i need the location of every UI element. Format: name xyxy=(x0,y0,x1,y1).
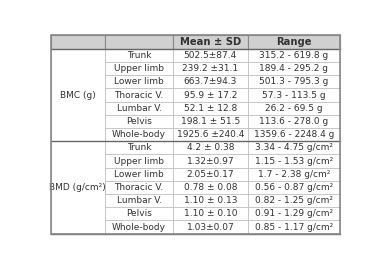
Text: Trunk: Trunk xyxy=(127,143,151,152)
Text: 52.1 ± 12.8: 52.1 ± 12.8 xyxy=(184,104,237,113)
Bar xyxy=(173,141,248,155)
Text: 1.10 ± 0.10: 1.10 ± 0.10 xyxy=(184,209,237,218)
Text: Pelvis: Pelvis xyxy=(126,209,152,218)
Bar xyxy=(173,155,248,168)
Bar xyxy=(105,102,173,115)
Bar xyxy=(173,62,248,75)
Bar xyxy=(248,115,340,128)
Text: Lumbar V.: Lumbar V. xyxy=(117,196,162,205)
Text: 0.78 ± 0.08: 0.78 ± 0.08 xyxy=(184,183,237,192)
Bar xyxy=(173,89,248,102)
Bar xyxy=(105,181,173,194)
Text: BMD (g/cm²): BMD (g/cm²) xyxy=(50,183,106,192)
Text: 502.5±87.4: 502.5±87.4 xyxy=(184,51,237,60)
Text: Thoracic V.: Thoracic V. xyxy=(114,183,164,192)
Text: 1.10 ± 0.13: 1.10 ± 0.13 xyxy=(184,196,237,205)
Bar xyxy=(173,102,248,115)
Bar xyxy=(248,35,340,49)
Bar xyxy=(173,221,248,234)
Text: 0.91 - 1.29 g/cm²: 0.91 - 1.29 g/cm² xyxy=(255,209,333,218)
Text: Pelvis: Pelvis xyxy=(126,117,152,126)
Text: 0.56 - 0.87 g/cm²: 0.56 - 0.87 g/cm² xyxy=(255,183,333,192)
Bar xyxy=(105,35,173,49)
Bar xyxy=(105,168,173,181)
Bar xyxy=(51,141,105,234)
Text: 3.34 - 4.75 g/cm²: 3.34 - 4.75 g/cm² xyxy=(255,143,333,152)
Text: Upper limb: Upper limb xyxy=(114,157,164,165)
Bar xyxy=(248,62,340,75)
Text: Lumbar V.: Lumbar V. xyxy=(117,104,162,113)
Bar xyxy=(248,102,340,115)
Bar xyxy=(248,181,340,194)
Text: 1.32±0.97: 1.32±0.97 xyxy=(187,157,234,165)
Text: 2.05±0.17: 2.05±0.17 xyxy=(187,170,234,179)
Bar xyxy=(105,75,173,89)
Bar xyxy=(51,35,105,49)
Text: 4.2 ± 0.38: 4.2 ± 0.38 xyxy=(187,143,234,152)
Bar xyxy=(105,194,173,207)
Bar xyxy=(105,62,173,75)
Bar xyxy=(248,221,340,234)
Text: 315.2 - 619.8 g: 315.2 - 619.8 g xyxy=(259,51,328,60)
Text: Upper limb: Upper limb xyxy=(114,64,164,73)
Bar xyxy=(173,168,248,181)
Text: Whole-body: Whole-body xyxy=(112,223,166,232)
Bar xyxy=(248,207,340,221)
Bar xyxy=(105,115,173,128)
Bar xyxy=(105,89,173,102)
Bar xyxy=(105,141,173,155)
Text: 113.6 - 278.0 g: 113.6 - 278.0 g xyxy=(259,117,328,126)
Bar xyxy=(173,35,248,49)
Bar xyxy=(248,49,340,62)
Bar xyxy=(105,155,173,168)
Bar xyxy=(248,194,340,207)
Bar xyxy=(105,49,173,62)
Bar xyxy=(173,128,248,141)
Text: Range: Range xyxy=(276,37,311,47)
Text: 501.3 - 795.3 g: 501.3 - 795.3 g xyxy=(259,77,328,86)
Bar xyxy=(173,49,248,62)
Text: 1.15 - 1.53 g/cm²: 1.15 - 1.53 g/cm² xyxy=(255,157,333,165)
Text: Trunk: Trunk xyxy=(127,51,151,60)
Bar xyxy=(173,115,248,128)
Text: 189.4 - 295.2 g: 189.4 - 295.2 g xyxy=(259,64,328,73)
Bar xyxy=(173,181,248,194)
Text: 1359.6 - 2248.4 g: 1359.6 - 2248.4 g xyxy=(253,130,334,139)
Bar xyxy=(173,75,248,89)
Bar xyxy=(248,141,340,155)
Text: Mean ± SD: Mean ± SD xyxy=(180,37,241,47)
Bar xyxy=(105,128,173,141)
Bar xyxy=(173,207,248,221)
Text: BMC (g): BMC (g) xyxy=(60,90,96,99)
Text: Lower limb: Lower limb xyxy=(114,170,164,179)
Text: 239.2 ±31.1: 239.2 ±31.1 xyxy=(182,64,239,73)
Bar xyxy=(248,75,340,89)
Bar xyxy=(248,128,340,141)
Text: 663.7±94.3: 663.7±94.3 xyxy=(184,77,237,86)
Text: 1.03±0.07: 1.03±0.07 xyxy=(187,223,234,232)
Bar xyxy=(248,89,340,102)
Bar xyxy=(51,49,105,141)
Bar xyxy=(248,155,340,168)
Text: 0.82 - 1.25 g/cm²: 0.82 - 1.25 g/cm² xyxy=(255,196,333,205)
Text: 26.2 - 69.5 g: 26.2 - 69.5 g xyxy=(265,104,322,113)
Text: 198.1 ± 51.5: 198.1 ± 51.5 xyxy=(181,117,240,126)
Bar xyxy=(105,221,173,234)
Bar xyxy=(105,207,173,221)
Text: Lower limb: Lower limb xyxy=(114,77,164,86)
Text: Whole-body: Whole-body xyxy=(112,130,166,139)
Bar xyxy=(248,168,340,181)
Text: Thoracic V.: Thoracic V. xyxy=(114,90,164,99)
Text: 1925.6 ±240.4: 1925.6 ±240.4 xyxy=(177,130,244,139)
Text: 1.7 - 2.38 g/cm²: 1.7 - 2.38 g/cm² xyxy=(258,170,330,179)
Bar xyxy=(173,194,248,207)
Text: 95.9 ± 17.2: 95.9 ± 17.2 xyxy=(184,90,237,99)
Text: 57.3 - 113.5 g: 57.3 - 113.5 g xyxy=(262,90,325,99)
Text: 0.85 - 1.17 g/cm²: 0.85 - 1.17 g/cm² xyxy=(255,223,333,232)
